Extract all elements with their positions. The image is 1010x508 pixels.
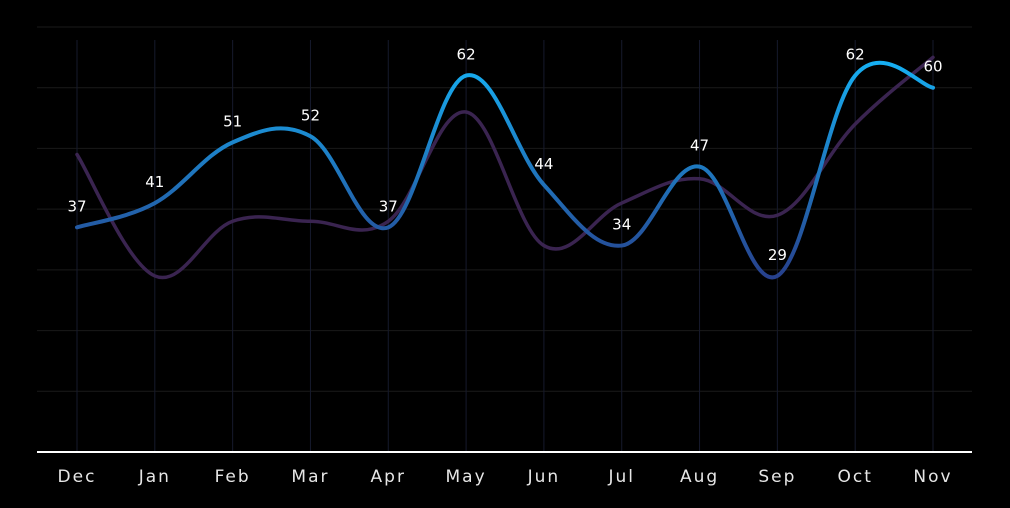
data-labels: 37 41 51 52 37 62 44 34 47 29 62 60 [67,46,942,264]
data-label: 51 [223,112,242,130]
data-label: 47 [690,137,709,155]
data-label: 29 [768,246,787,264]
series-group [75,55,935,280]
x-tick-label: May [446,467,487,487]
data-label: 62 [846,46,865,64]
x-tick-label: Oct [837,467,872,487]
x-tick-label: Jan [138,467,171,487]
data-label: 34 [612,216,631,234]
x-tick-label: Jul [607,467,635,487]
x-tick-label: Dec [58,467,97,487]
x-tick-label: Aug [680,467,719,487]
x-tick-label: Nov [913,467,952,487]
data-label: 52 [301,106,320,124]
data-label: 37 [67,197,86,215]
series-line-secondary [75,55,935,280]
data-label: 44 [534,155,553,173]
x-tick-label: Apr [371,467,406,487]
x-tick-label: Sep [758,467,796,487]
grid-lines [37,26,972,392]
x-tick-label: Jun [527,467,561,487]
series-line-primary [75,60,935,280]
data-label: 62 [457,46,476,64]
x-tick-labels: Dec Jan Feb Mar Apr May Jun Jul Aug Sep Oct Nov [58,467,952,487]
x-tick-label: Mar [291,467,329,487]
x-tick-label: Feb [215,467,251,487]
data-label: 60 [923,58,942,76]
data-label: 41 [145,173,164,191]
data-label: 37 [379,197,398,215]
